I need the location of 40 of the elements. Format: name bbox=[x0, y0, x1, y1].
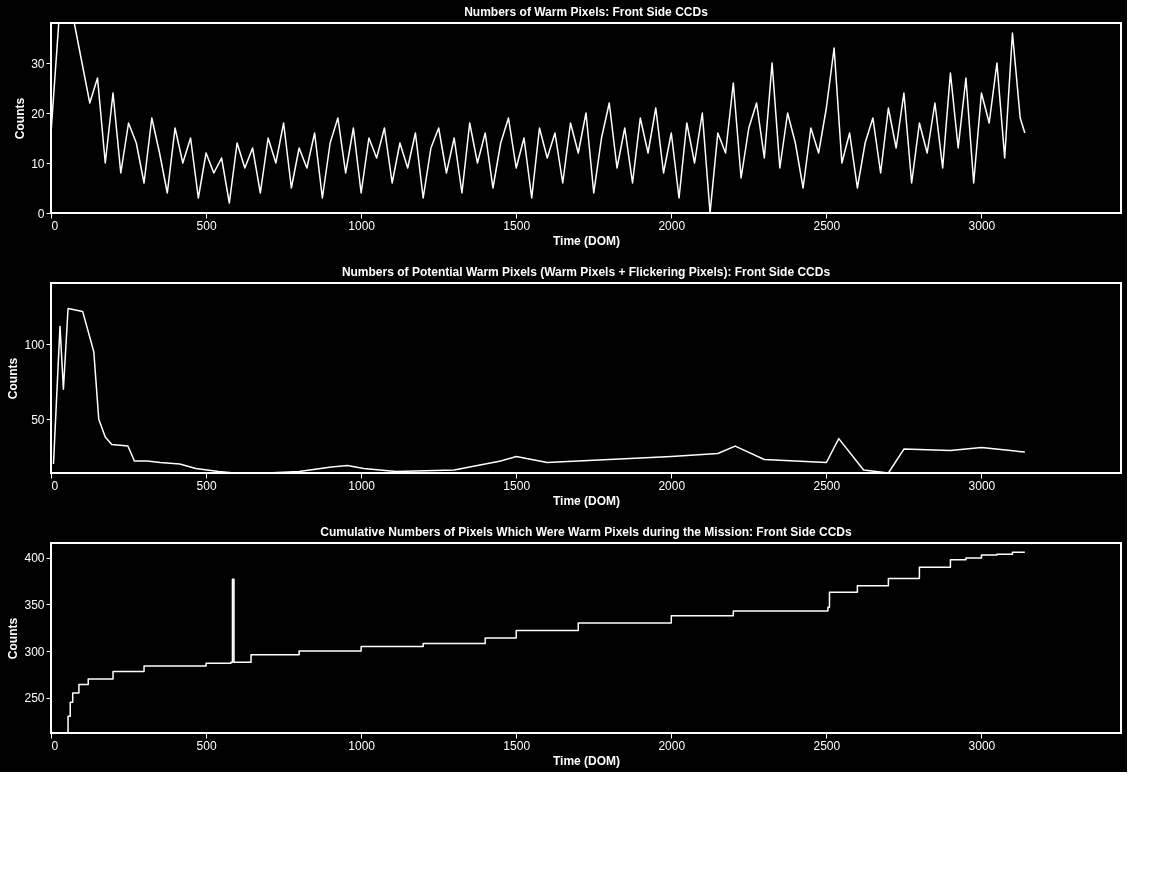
y-axis-title: Counts bbox=[13, 97, 28, 140]
y-tick-label: 20 bbox=[31, 106, 45, 121]
x-tick-label: 3000 bbox=[968, 478, 996, 493]
x-tick-label: 3000 bbox=[968, 218, 996, 233]
x-axis-title: Time (DOM) bbox=[552, 233, 621, 248]
y-tick-label: 10 bbox=[31, 156, 45, 171]
x-tick-label: 1500 bbox=[503, 478, 531, 493]
x-tick-label: 1500 bbox=[503, 738, 531, 753]
y-tick-label: 300 bbox=[24, 644, 45, 659]
y-tick-label: 100 bbox=[24, 337, 45, 352]
x-tick-label: 2000 bbox=[658, 218, 686, 233]
y-tick-label: 400 bbox=[24, 551, 45, 566]
y-tick-label: 50 bbox=[31, 412, 45, 427]
x-tick-label: 3000 bbox=[968, 738, 996, 753]
x-tick-label: 2500 bbox=[813, 218, 841, 233]
x-tick-label: 2500 bbox=[813, 738, 841, 753]
chart-title: Numbers of Potential Warm Pixels (Warm Pixels + Flickering Pixels): Front Side CCDs bbox=[341, 265, 831, 279]
x-tick-label: 2000 bbox=[658, 738, 686, 753]
x-tick-label: 500 bbox=[196, 738, 217, 753]
x-tick-label: 1500 bbox=[503, 218, 531, 233]
y-tick-label: 350 bbox=[24, 597, 45, 612]
y-tick-label: 250 bbox=[24, 691, 45, 706]
x-tick-label: 1000 bbox=[348, 738, 376, 753]
chart-title: Numbers of Warm Pixels: Front Side CCDs bbox=[464, 5, 709, 19]
x-tick-label: 0 bbox=[51, 738, 59, 753]
x-axis-title: Time (DOM) bbox=[552, 493, 621, 508]
chart-title: Cumulative Numbers of Pixels Which Were Warm Pixels during the Mission: Front Side CCDs bbox=[320, 525, 853, 539]
y-tick-label: 30 bbox=[31, 56, 45, 71]
x-tick-label: 2500 bbox=[813, 478, 841, 493]
x-tick-label: 0 bbox=[51, 478, 59, 493]
x-tick-label: 1000 bbox=[348, 478, 376, 493]
y-axis-title: Counts bbox=[6, 617, 21, 660]
y-axis-title: Counts bbox=[6, 357, 21, 400]
x-tick-label: 500 bbox=[196, 218, 217, 233]
x-axis-title: Time (DOM) bbox=[552, 753, 621, 768]
x-tick-label: 0 bbox=[51, 218, 59, 233]
x-tick-label: 1000 bbox=[348, 218, 376, 233]
x-tick-label: 500 bbox=[196, 478, 217, 493]
y-tick-label: 0 bbox=[37, 206, 45, 221]
x-tick-label: 2000 bbox=[658, 478, 686, 493]
